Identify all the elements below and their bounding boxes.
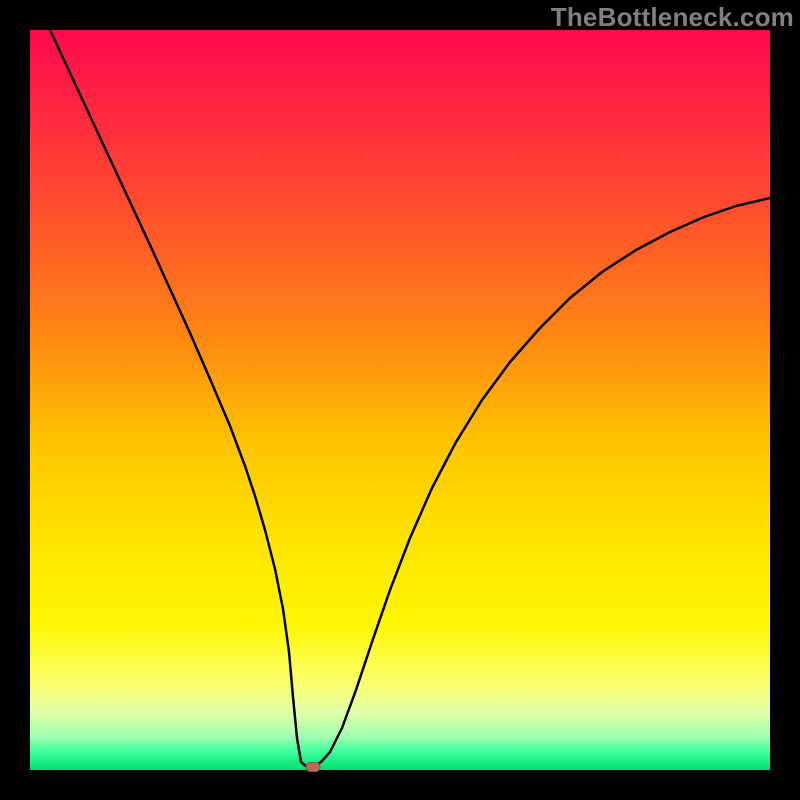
chart-container: TheBottleneck.com (0, 0, 800, 800)
bottleneck-chart (0, 0, 800, 800)
watermark-text: TheBottleneck.com (551, 2, 794, 33)
optimal-point-marker (306, 763, 320, 772)
plot-background (30, 30, 770, 770)
